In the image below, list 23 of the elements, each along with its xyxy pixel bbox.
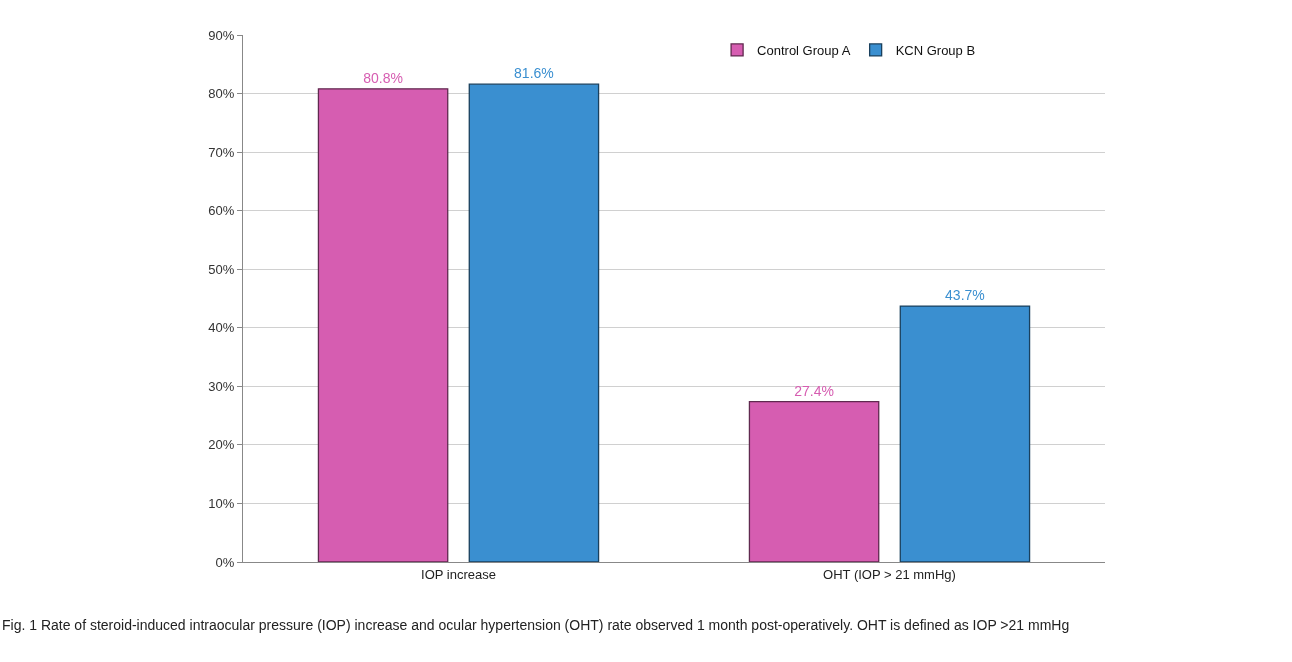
- y-tick-label: 60%: [208, 203, 235, 219]
- x-tick-label: IOP increase: [421, 566, 496, 582]
- data-label: 27.4%: [794, 382, 834, 399]
- y-tick-label: 10%: [208, 495, 235, 511]
- y-tick-label: 50%: [208, 261, 235, 277]
- data-label: 81.6%: [514, 65, 554, 82]
- y-tick-label: 20%: [208, 437, 235, 453]
- y-tick-label: 30%: [208, 378, 235, 394]
- data-label: 80.8%: [363, 69, 403, 86]
- y-tick-label: 0%: [215, 554, 235, 570]
- x-tick-label: OHT (IOP > 21 mmHg): [823, 566, 956, 582]
- legend-label: Control Group A: [757, 43, 851, 59]
- caption: Fig. 1 Rate of steroid-induced intraocular pressure (IOP) increase and ocular hypertension (OHT) rate observed 1 month post-operatively. OHT is defined as IOP >21 mmHg: [2, 617, 1070, 633]
- bar: [468, 83, 600, 562]
- y-tick-label: 70%: [208, 144, 235, 160]
- data-label: 43.7%: [945, 287, 985, 304]
- bar: [899, 305, 1031, 562]
- y-tick-label: 90%: [208, 27, 235, 43]
- legend-label: KCN Group B: [895, 43, 976, 59]
- bar: [317, 88, 449, 562]
- y-tick-label: 40%: [208, 320, 235, 336]
- y-tick-label: 80%: [208, 86, 235, 102]
- bar: [748, 400, 880, 562]
